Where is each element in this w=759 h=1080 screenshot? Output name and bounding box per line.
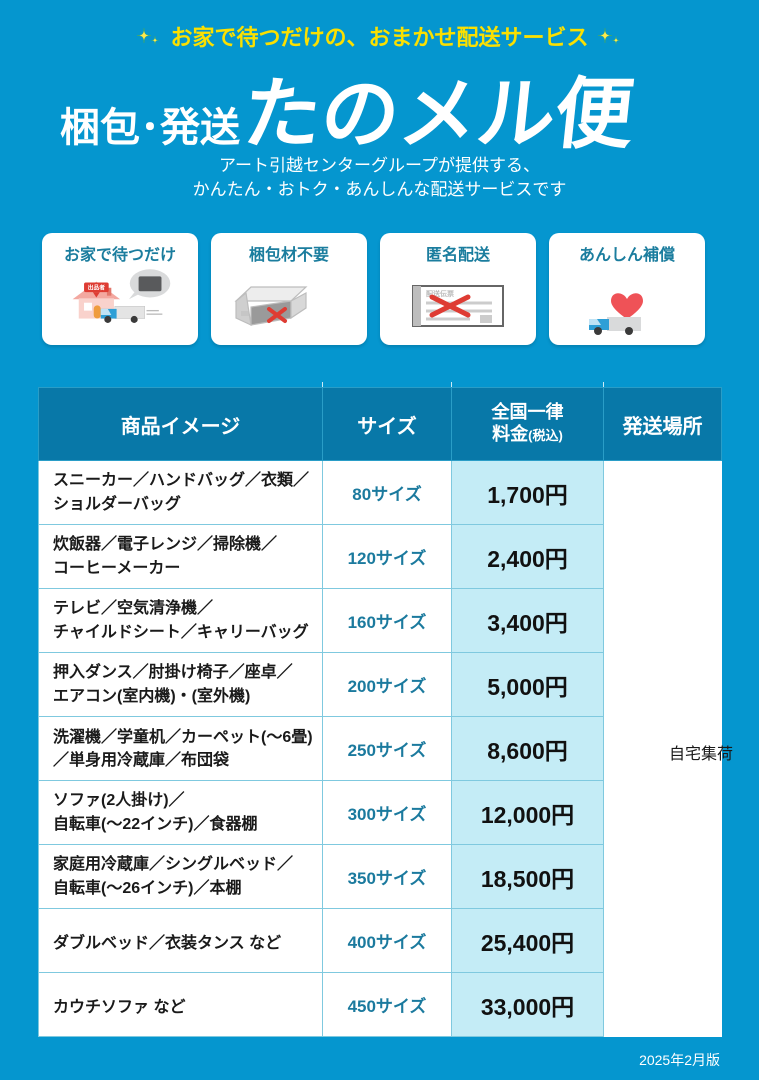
svg-text:出品者: 出品者 <box>88 284 105 292</box>
